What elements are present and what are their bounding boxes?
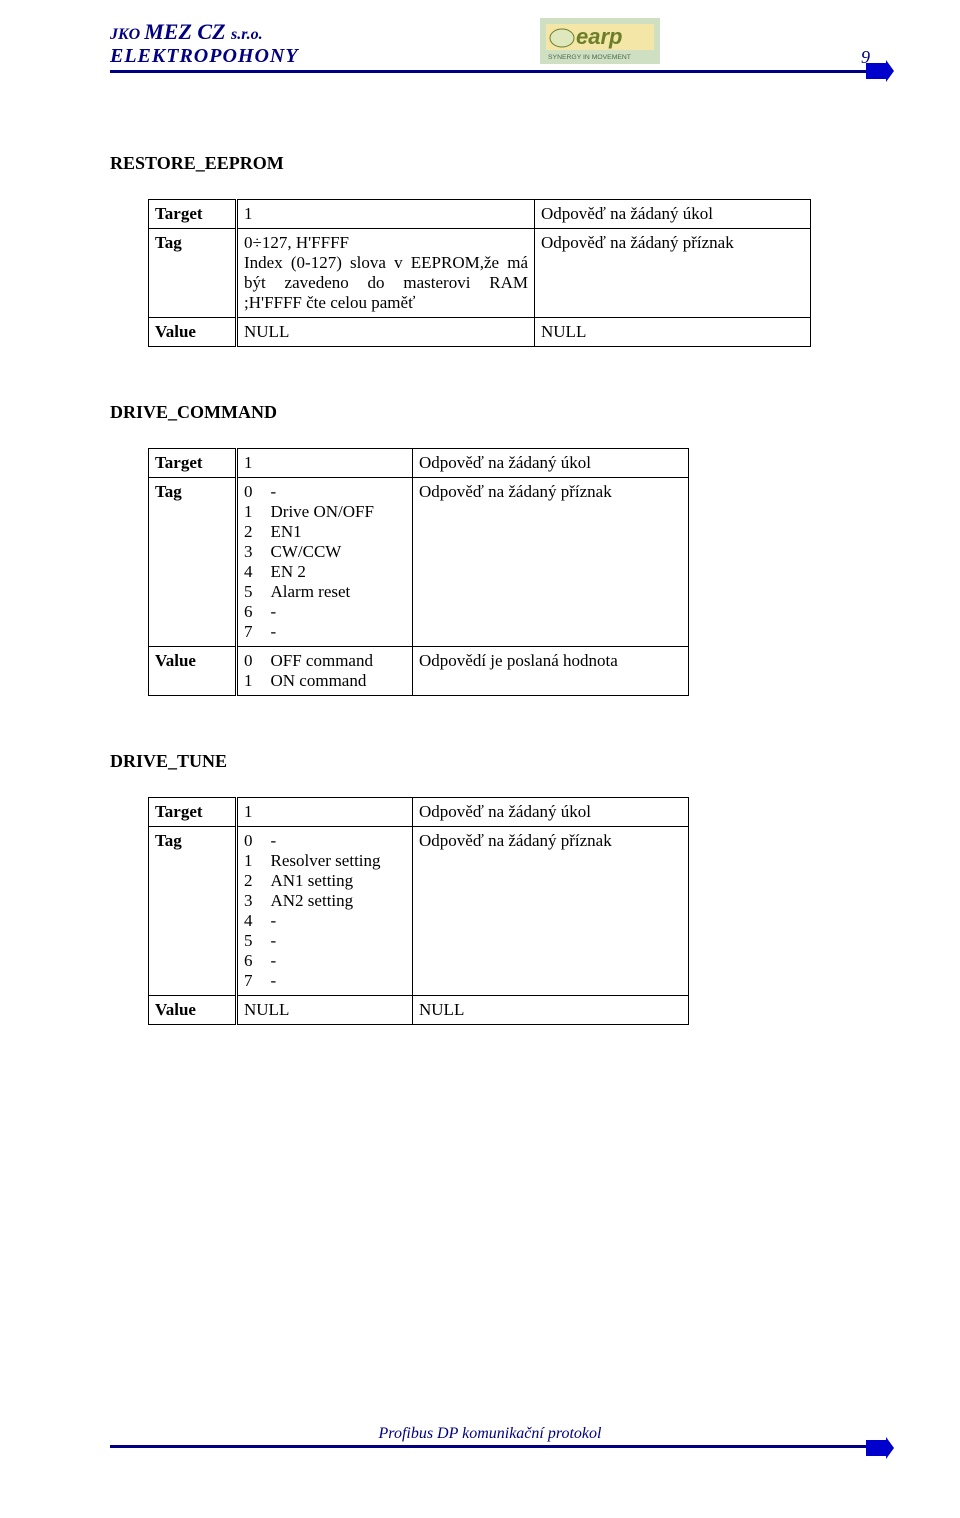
section-title-drive-command: DRIVE_COMMAND bbox=[110, 402, 870, 423]
company-name-line2: ELEKTROPOHONY bbox=[110, 45, 299, 68]
row-value: 1 bbox=[237, 200, 535, 229]
value-label: - Resolver setting AN1 setting AN2 setti… bbox=[271, 831, 381, 991]
table-drive-tune: Target1Odpověď na žádaný úkolTag0 1 2 3 … bbox=[148, 797, 689, 1025]
row-label: Value bbox=[149, 647, 237, 696]
row-response: Odpověď na žádaný příznak bbox=[535, 229, 811, 318]
row-label: Value bbox=[149, 318, 237, 347]
company-main: MEZ CZ bbox=[144, 19, 231, 44]
table-restore-eeprom: Target1Odpověď na žádaný úkolTag0÷127, H… bbox=[148, 199, 811, 347]
row-response: NULL bbox=[413, 996, 689, 1025]
table-row: Target1Odpověď na žádaný úkol bbox=[149, 200, 811, 229]
company-block: JKO MEZ CZ s.r.o. ELEKTROPOHONY bbox=[110, 19, 299, 68]
row-response: NULL bbox=[535, 318, 811, 347]
table-row: Value 0 1 OFF command ON command Odpovědí j… bbox=[149, 647, 689, 696]
row-value: 0 1 2 3 4 5 6 7 - Drive ON/OFF EN1 CW/CCW… bbox=[237, 478, 413, 647]
row-value: NULL bbox=[237, 996, 413, 1025]
logo-earp: earp SYNERGY IN MOVEMENT bbox=[540, 18, 660, 64]
section-title-drive-tune: DRIVE_TUNE bbox=[110, 751, 870, 772]
footer-title: Profibus DP komunikační protokol bbox=[110, 1425, 870, 1443]
page: JKO MEZ CZ s.r.o. ELEKTROPOHONY earp SYN… bbox=[0, 0, 960, 1518]
row-response: Odpověď na žádaný úkol bbox=[535, 200, 811, 229]
table-row: ValueNULLNULL bbox=[149, 318, 811, 347]
row-value: 0 1 OFF command ON command bbox=[237, 647, 413, 696]
row-response: Odpověď na žádaný příznak bbox=[413, 827, 689, 996]
table-row: Tag0÷127, H'FFFF Index (0-127) slova v E… bbox=[149, 229, 811, 318]
svg-text:SYNERGY IN MOVEMENT: SYNERGY IN MOVEMENT bbox=[548, 54, 631, 61]
row-value: 1 bbox=[237, 798, 413, 827]
row-value: 0÷127, H'FFFF Index (0-127) slova v EEPR… bbox=[237, 229, 535, 318]
value-index: 0 1 2 3 4 5 6 7 bbox=[244, 482, 253, 642]
table-row: Tag 0 1 2 3 4 5 6 7 - Resolver setting AN1… bbox=[149, 827, 689, 996]
table-drive-command: Target1Odpověď na žádaný úkolTag0 1 2 3 … bbox=[148, 448, 689, 696]
svg-text:earp: earp bbox=[576, 24, 622, 49]
footer-arrow-icon bbox=[866, 1437, 894, 1459]
row-value: 0 1 2 3 4 5 6 7 - Resolver setting AN1 se… bbox=[237, 827, 413, 996]
company-suffix: s.r.o. bbox=[231, 26, 263, 43]
company-prefix: JKO bbox=[110, 26, 144, 43]
value-index: 0 1 bbox=[244, 651, 253, 691]
row-response: Odpověď na žádaný úkol bbox=[413, 798, 689, 827]
value-label: - Drive ON/OFF EN1 CW/CCW EN 2 Alarm res… bbox=[271, 482, 374, 642]
row-label: Target bbox=[149, 798, 237, 827]
value-label: OFF command ON command bbox=[271, 651, 373, 691]
row-value: 1 bbox=[237, 449, 413, 478]
table-row: Target1Odpověď na žádaný úkol bbox=[149, 798, 689, 827]
section-title-restore-eeprom: RESTORE_EEPROM bbox=[110, 153, 870, 174]
row-response: Odpovědí je poslaná hodnota bbox=[413, 647, 689, 696]
table-row: ValueNULLNULL bbox=[149, 996, 689, 1025]
row-label: Tag bbox=[149, 229, 237, 318]
company-name-line1: JKO MEZ CZ s.r.o. bbox=[110, 19, 299, 45]
table-row: Tag 0 1 2 3 4 5 6 7 - Drive ON/OFF EN1 CW/… bbox=[149, 478, 689, 647]
row-response: Odpověď na žádaný příznak bbox=[413, 478, 689, 647]
row-label: Tag bbox=[149, 478, 237, 647]
page-header: JKO MEZ CZ s.r.o. ELEKTROPOHONY earp SYN… bbox=[110, 18, 870, 73]
table-row: Target1Odpověď na žádaný úkol bbox=[149, 449, 689, 478]
row-label: Target bbox=[149, 449, 237, 478]
footer-rule bbox=[110, 1445, 870, 1448]
row-response: Odpověď na žádaný úkol bbox=[413, 449, 689, 478]
page-footer: Profibus DP komunikační protokol bbox=[110, 1425, 870, 1448]
row-value: NULL bbox=[237, 318, 535, 347]
row-label: Target bbox=[149, 200, 237, 229]
row-label: Value bbox=[149, 996, 237, 1025]
value-index: 0 1 2 3 4 5 6 7 bbox=[244, 831, 253, 991]
row-label: Tag bbox=[149, 827, 237, 996]
